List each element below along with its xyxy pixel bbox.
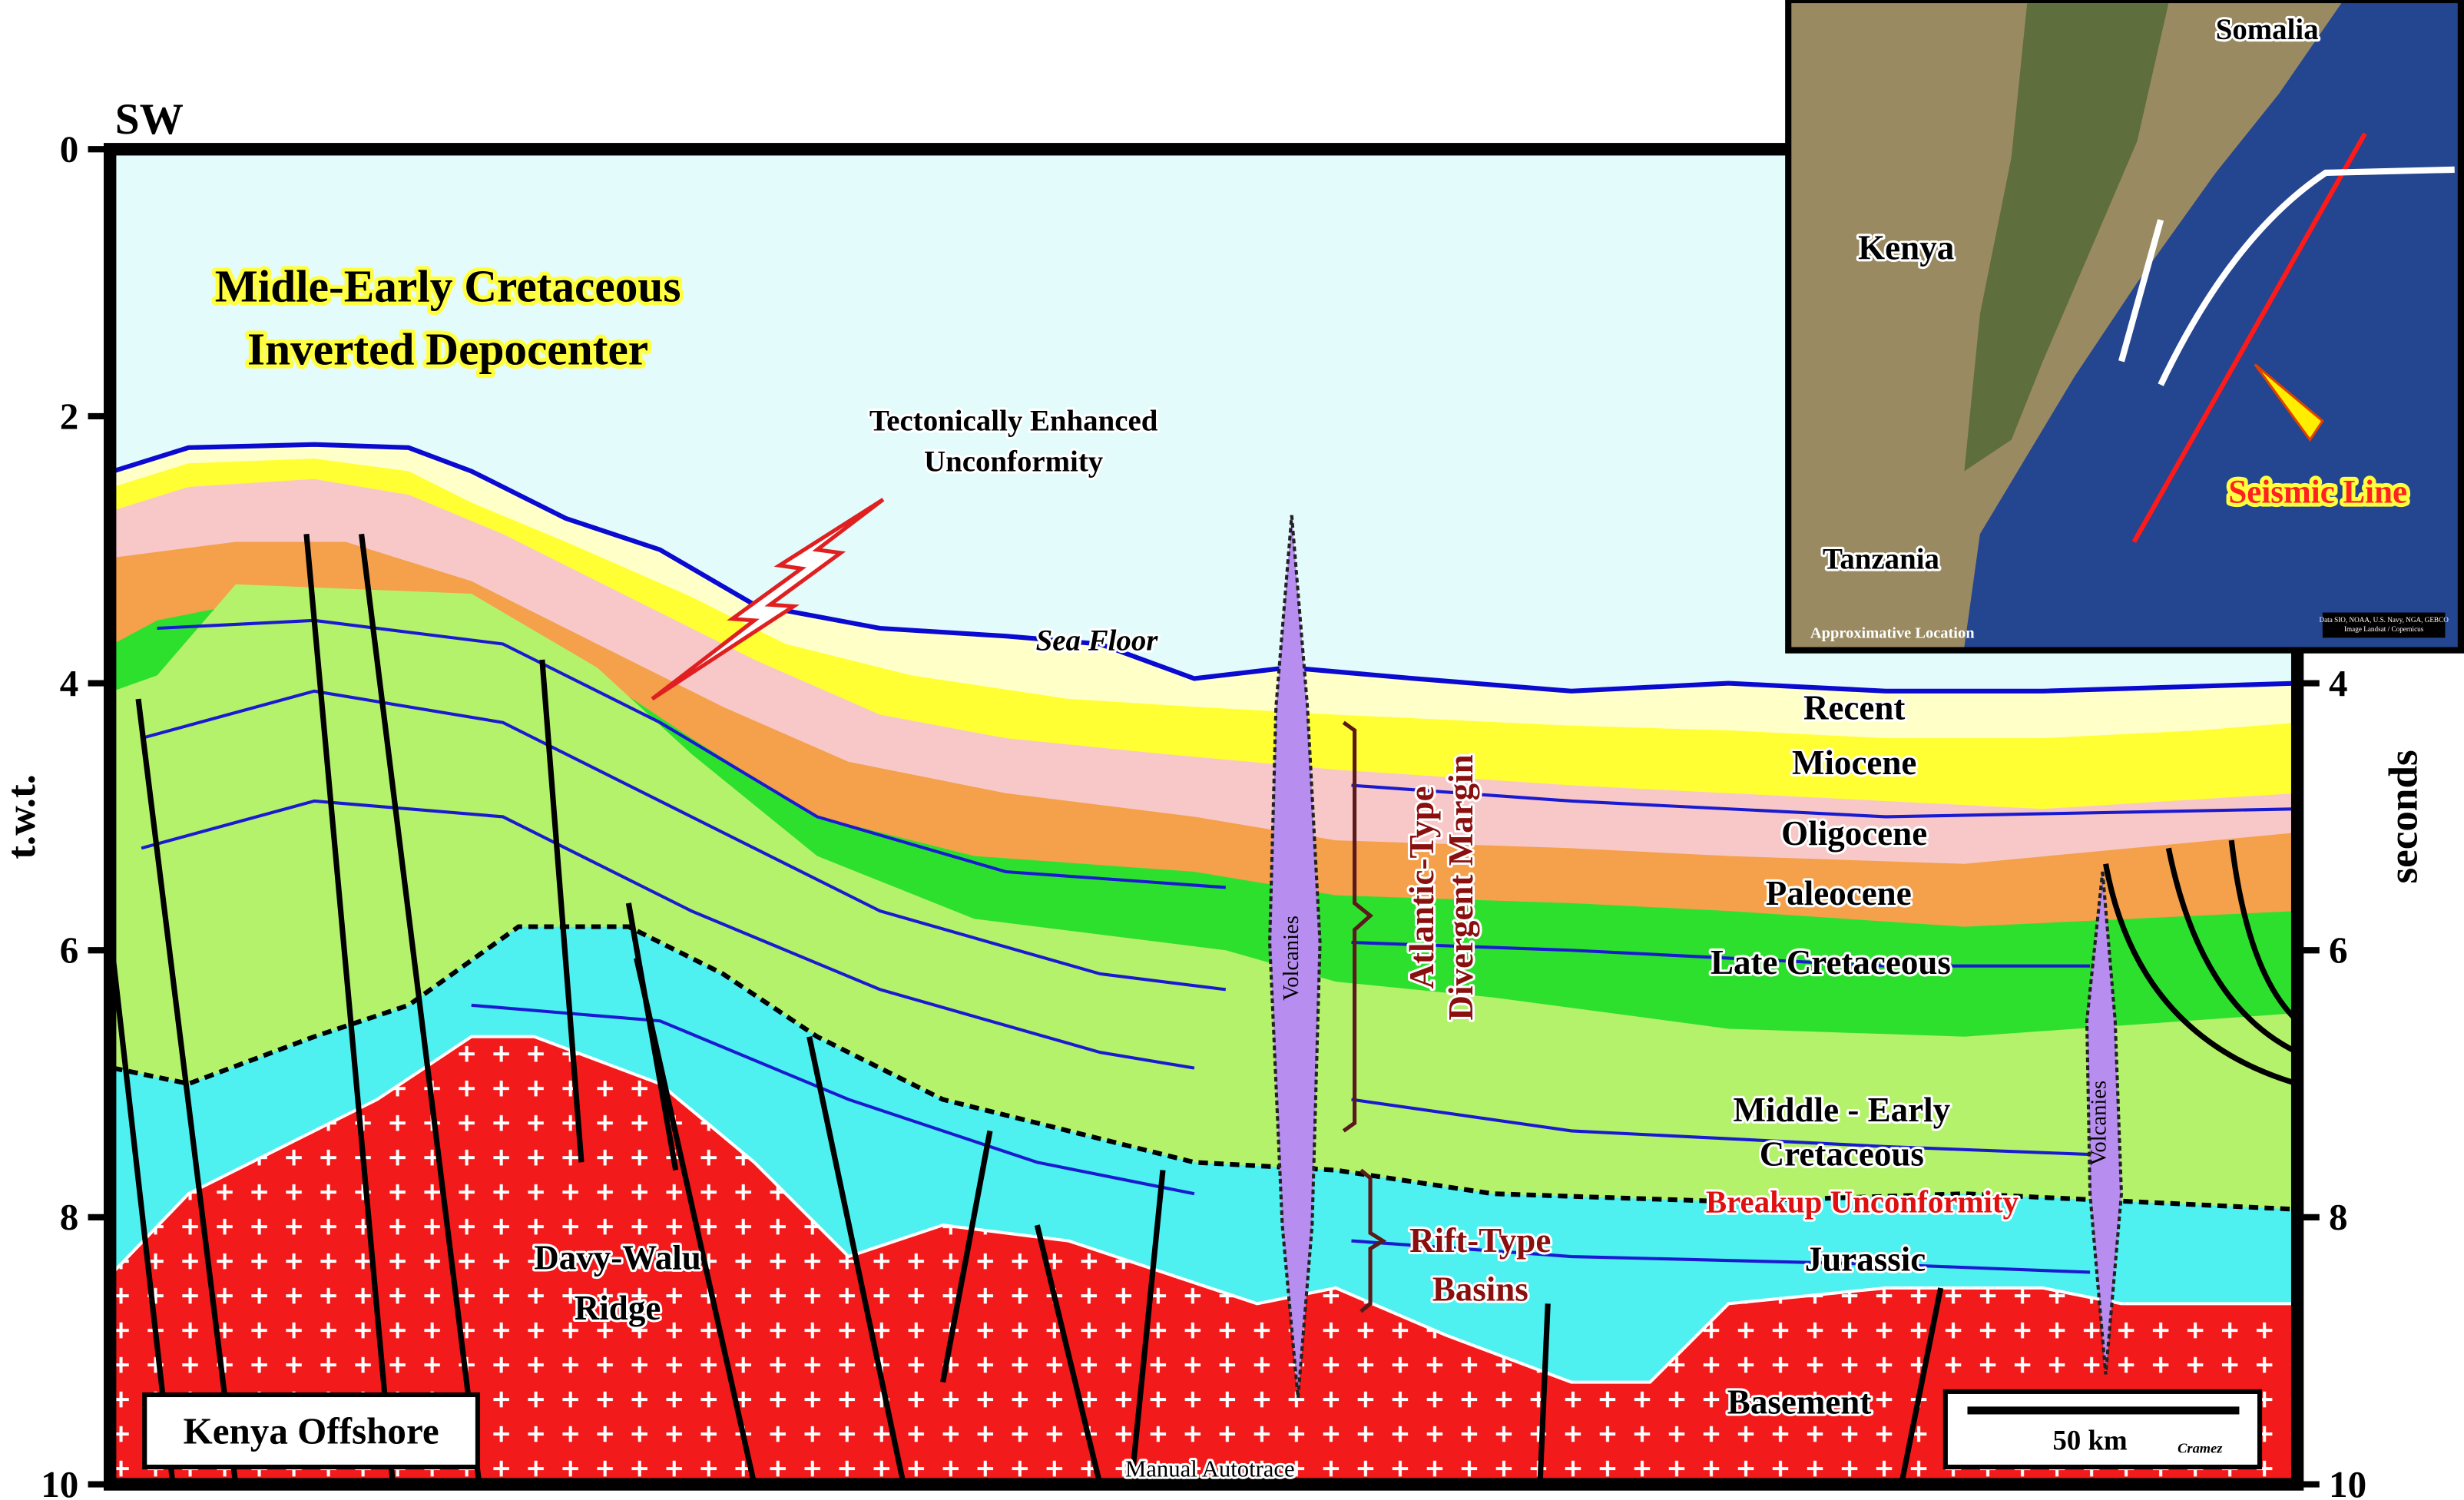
ridge-label: Davy-Walu (534, 1238, 701, 1276)
title-line: Midle-Early Cretaceous (215, 261, 681, 312)
map-arrow (2254, 363, 2324, 442)
right-axis-title: seconds (2381, 750, 2426, 883)
map-land-green (1964, 3, 2169, 472)
location-label: Kenya Offshore (184, 1409, 439, 1452)
ridge-label: Ridge (575, 1289, 661, 1327)
tick-label: 8 (60, 1196, 79, 1238)
horizon (141, 689, 1227, 992)
volcanic-intrusion (2085, 871, 2124, 1375)
tick-label: 0 (60, 128, 79, 171)
seismic-line (2131, 132, 2367, 544)
map-fault (2118, 219, 2164, 363)
horizon (1351, 1098, 2091, 1157)
tick-label: 4 (2329, 662, 2348, 704)
sea-floor-line (112, 442, 2298, 694)
volcanics-label: Volcanies (2087, 1081, 2111, 1166)
layer-label: Oligocene (1781, 814, 1927, 853)
fault (110, 533, 1944, 1485)
layer-label: Cretaceous (1760, 1134, 1924, 1173)
map-credits: Image Landsat / Copernicus (2344, 625, 2424, 633)
annotation: Tectonically Enhanced (869, 404, 1158, 437)
location-map: Somalia Kenya Tanzania Seismic Line Appr… (1785, 0, 2464, 654)
scale-box (1942, 1389, 2263, 1470)
layer-label: Middle - Early (1734, 1091, 1951, 1129)
tick-label: 6 (2329, 929, 2348, 972)
tick-label: 4 (60, 662, 79, 704)
margin-label: Atlantic-Type (1403, 786, 1441, 988)
horizon (471, 1003, 1195, 1196)
listric-fault (2165, 839, 2298, 1055)
layer-label: Miocene (1792, 743, 1916, 782)
map-credits: Data SIO, NOAA, U.S. Navy, NGA, GEBCO (2319, 616, 2449, 624)
sea-floor-label: Sea Floor (1036, 624, 1159, 657)
rift-brace (1360, 1168, 1387, 1313)
basement (111, 1035, 2298, 1485)
lightning-symbol (651, 498, 885, 701)
margin-label: Divergent Margin (1442, 754, 1480, 1020)
annotation: Unconformity (924, 445, 1104, 478)
layer-label: Late Cretaceous (1711, 943, 1951, 982)
map-land (1791, 3, 2342, 647)
breakup-unconformity-line (112, 924, 2298, 1212)
frame (104, 143, 2304, 1491)
map-credits-box (2322, 612, 2446, 638)
depth-ticks: 0 2 4 6 8 10 4 6 8 10 (41, 128, 2366, 1500)
orientation-label: SW (115, 95, 184, 144)
map-label: Somalia (2216, 13, 2319, 46)
tick-label: 10 (2329, 1463, 2366, 1500)
horizon (1351, 940, 2091, 968)
author-label: Cramez (2178, 1441, 2223, 1456)
tick-label: 8 (2329, 1196, 2348, 1238)
location-box (142, 1392, 481, 1470)
map-thrust (2158, 166, 2455, 386)
layer-label: Recent (1803, 689, 1905, 727)
volcanics-label: Volcanies (1279, 916, 1303, 1001)
map-label: Seismic Line (2228, 474, 2407, 510)
listric-fault (2103, 863, 2298, 1087)
map-note: Approximative Location (1810, 624, 1975, 641)
layer-label: Jurassic (1805, 1240, 1926, 1278)
layer-label: Basement (1727, 1383, 1872, 1422)
volcanic-intrusion (1268, 515, 1322, 1399)
autotrace-label: Manual Autotrace (1125, 1455, 1295, 1482)
left-axis-title: t.w.t. (0, 774, 44, 859)
layer-label: Paleocene (1766, 874, 1912, 912)
rift-label: Basins (1432, 1270, 1528, 1308)
title-line: Inverted Depocenter (247, 323, 648, 374)
scale-label: 50 km (2052, 1425, 2127, 1456)
tick-label: 2 (60, 395, 79, 437)
margin-brace (1342, 720, 1373, 1133)
tick-label: 6 (60, 929, 79, 972)
breakup-label: Breakup Unconformity (1706, 1185, 2019, 1220)
horizon (1351, 783, 2298, 819)
rift-label: Rift-Type (1409, 1221, 1551, 1260)
map-label: Tanzania (1823, 542, 1939, 575)
horizon (141, 799, 1195, 1070)
section-body (110, 149, 2298, 1485)
horizon (1351, 1239, 2091, 1274)
map-label: Kenya (1858, 228, 1954, 267)
tick-label: 10 (41, 1463, 78, 1500)
